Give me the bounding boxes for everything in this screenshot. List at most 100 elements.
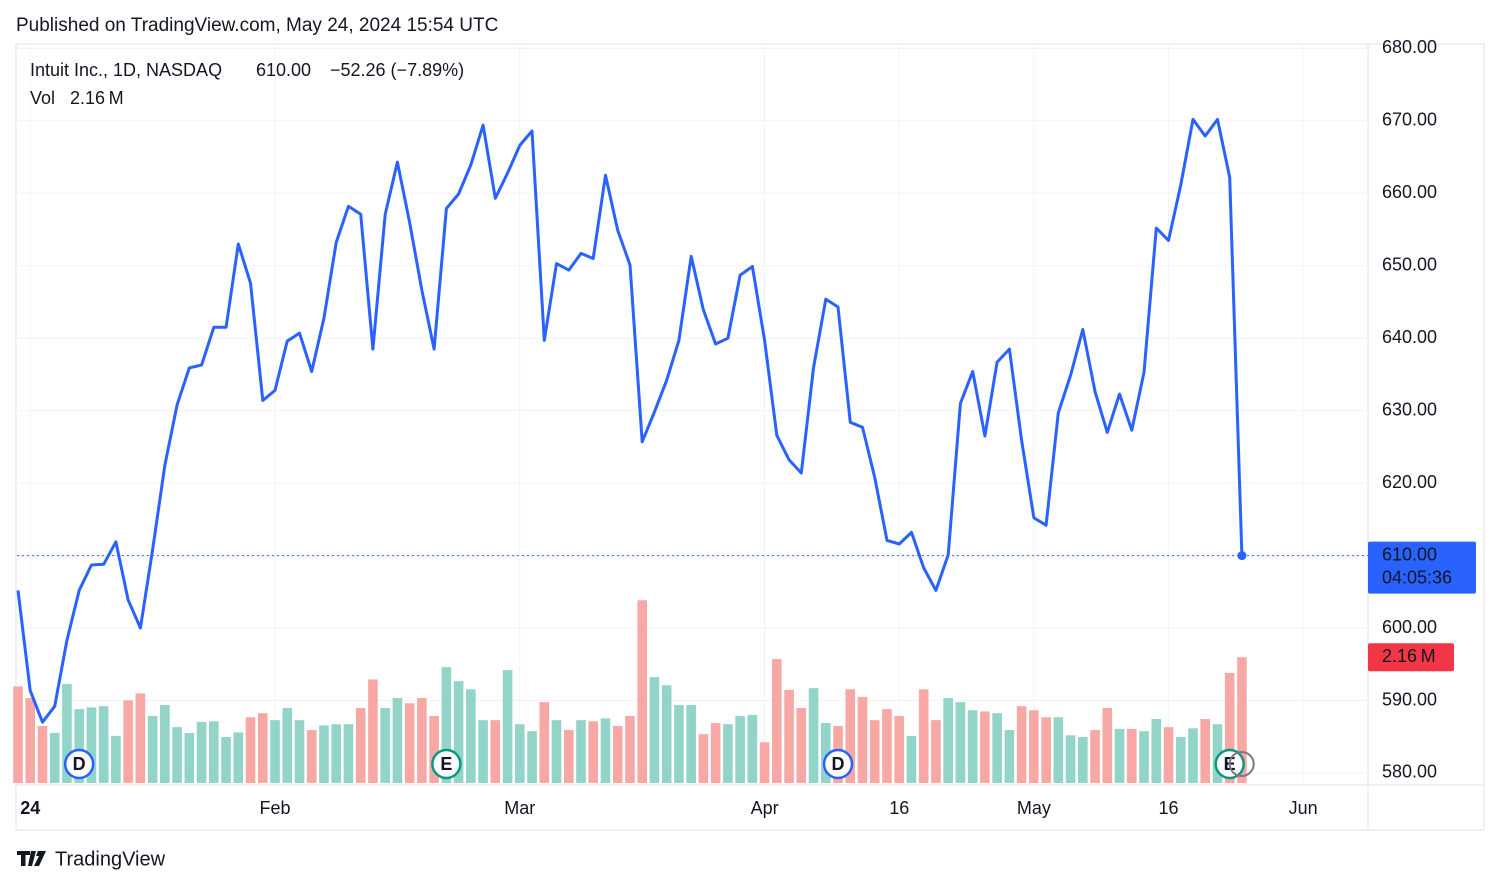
volume-bar — [649, 677, 660, 783]
volume-bar — [417, 698, 427, 783]
y-tick-label: 590.00 — [1382, 689, 1437, 709]
volume-badge-label: 2.16 M — [1382, 646, 1436, 666]
volume-bar — [490, 720, 501, 783]
volume-bar — [894, 716, 905, 783]
volume-bar — [1016, 706, 1027, 783]
volume-bar — [686, 705, 696, 783]
volume-bar — [515, 724, 525, 783]
volume-bar — [784, 689, 794, 783]
volume-bar — [710, 723, 721, 783]
volume-bar — [637, 600, 647, 783]
volume-bar — [135, 693, 146, 783]
published-note: Published on TradingView.com, May 24, 20… — [16, 15, 498, 36]
volume-bar — [576, 720, 586, 783]
event-marker — [431, 748, 462, 780]
volume-bar — [270, 720, 280, 783]
volume-bar — [245, 717, 256, 783]
volume-bar — [37, 725, 48, 783]
volume-bar — [380, 707, 390, 783]
volume-bar — [1065, 735, 1076, 783]
volume-bar — [294, 720, 305, 783]
x-tick-label: Apr — [751, 798, 779, 818]
volume-bar — [674, 705, 684, 783]
volume-bar — [980, 711, 990, 783]
y-tick-label: 680.00 — [1382, 37, 1437, 57]
volume-bar — [588, 721, 599, 783]
volume-bar — [1188, 728, 1198, 783]
volume-bar — [1004, 730, 1015, 783]
volume-bar — [478, 720, 488, 783]
event-label: D — [73, 754, 86, 774]
volume-badge — [1368, 643, 1454, 672]
event-label: E — [440, 754, 452, 774]
volume-bar — [1163, 727, 1174, 783]
volume-bar — [233, 732, 244, 783]
event-marker — [822, 748, 854, 780]
volume-bar — [992, 713, 1002, 783]
x-tick-label: 16 — [1158, 798, 1178, 818]
volume-bar — [13, 686, 23, 783]
volume-bar — [563, 730, 574, 783]
volume-bar — [355, 707, 366, 783]
x-tick-label: May — [1017, 798, 1051, 818]
volume-bar — [1151, 718, 1162, 783]
event-label: D — [832, 754, 845, 774]
volume-bar — [723, 724, 733, 783]
volume-bar — [527, 731, 537, 783]
y-tick-label: 620.00 — [1382, 472, 1437, 492]
brand-logo — [17, 851, 46, 866]
volume-bar — [392, 698, 403, 783]
volume-bar — [25, 698, 36, 783]
volume-bar — [869, 720, 880, 783]
volume-bar — [123, 700, 133, 783]
volume-bar — [1224, 673, 1235, 783]
y-tick-label: 600.00 — [1382, 617, 1437, 637]
volume-bar — [955, 702, 966, 783]
volume-bar — [343, 724, 354, 783]
volume-bar — [551, 720, 562, 783]
volume-bar — [759, 742, 770, 783]
volume-bar — [502, 670, 513, 783]
volume-bar — [539, 702, 550, 783]
volume-bar — [600, 718, 611, 783]
volume-bar — [612, 725, 623, 783]
volume-bar — [906, 735, 917, 783]
y-tick-label: 670.00 — [1382, 110, 1437, 130]
volume-bar — [404, 703, 415, 783]
price-change: −52.26 (−7.89%) — [330, 60, 464, 80]
volume-bar — [1212, 724, 1223, 783]
price-line — [16, 117, 1244, 724]
volume-bar — [368, 679, 378, 783]
volume-bar — [808, 688, 819, 783]
brand-name: TradingView — [55, 848, 166, 870]
volume-bar — [1029, 710, 1039, 783]
volume-bar — [661, 685, 672, 783]
volume-bar — [820, 723, 831, 783]
volume-bar — [857, 696, 868, 783]
volume-bar — [772, 659, 782, 783]
future-event — [1228, 751, 1255, 777]
volume-bar — [331, 724, 342, 783]
volume-bar — [160, 705, 170, 783]
chart-frame — [15, 43, 1485, 831]
volume-bar — [747, 714, 758, 783]
x-tick-label: 16 — [889, 798, 909, 818]
volume-bar — [735, 716, 745, 783]
volume-bar — [1200, 718, 1211, 783]
volume-bar — [882, 709, 892, 783]
volume-bar — [1175, 737, 1186, 783]
volume-bar — [62, 684, 72, 783]
volume-bar — [306, 730, 317, 783]
volume-bar — [49, 732, 60, 783]
x-tick-label: 24 — [20, 798, 40, 818]
volume-bar — [796, 707, 807, 783]
volume-bar — [111, 735, 121, 783]
volume-bar — [845, 689, 856, 783]
volume-bar — [1114, 728, 1125, 783]
volume-bar — [429, 716, 439, 783]
volume-bar — [1041, 717, 1051, 783]
symbol: Intuit Inc., 1D, NASDAQ — [30, 60, 222, 80]
x-tick-label: Feb — [259, 798, 290, 818]
volume-bar — [967, 710, 978, 783]
